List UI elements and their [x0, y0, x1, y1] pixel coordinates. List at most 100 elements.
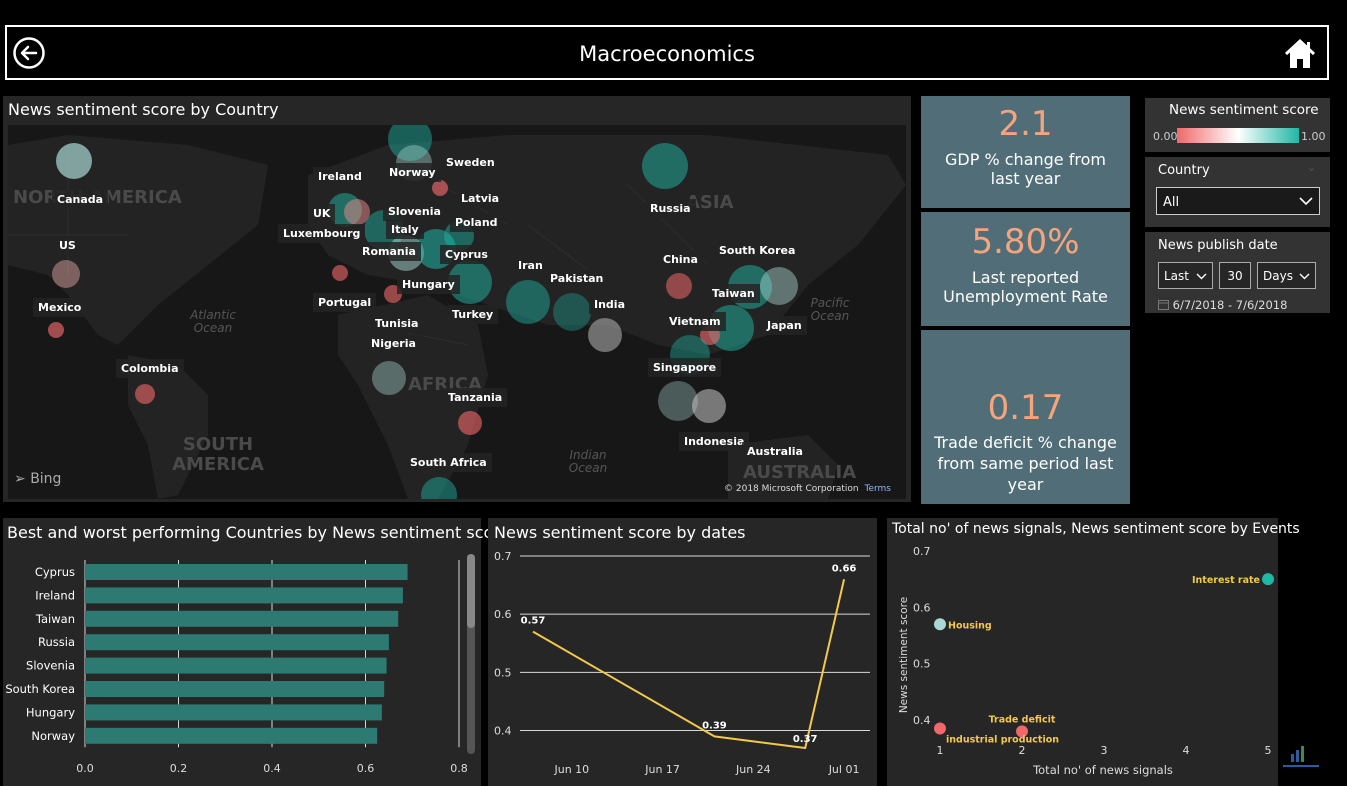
x-tick-label: 0.8 — [450, 762, 468, 775]
x-tick-label: 1 — [937, 744, 944, 757]
map-title: News sentiment score by Country — [8, 100, 279, 119]
sentiment-bubble[interactable] — [658, 381, 698, 421]
x-tick-label: 0.4 — [263, 762, 281, 775]
x-tick-label: 2 — [1019, 744, 1026, 757]
country-label: Portugal — [313, 293, 377, 312]
scatter-point[interactable] — [1262, 573, 1274, 586]
country-label: Russia — [645, 199, 696, 218]
scatter-chart-title: Total no' of news signals, News sentimen… — [892, 521, 1300, 537]
period-unit-dropdown[interactable]: Days — [1257, 262, 1316, 289]
kpi-label: GDP % change from last year — [945, 150, 1106, 188]
sentiment-bubble[interactable] — [458, 411, 482, 435]
terms-link[interactable]: Terms — [864, 484, 891, 494]
scrollbar-thumb[interactable] — [467, 554, 475, 628]
category-label: Taiwan — [35, 612, 75, 626]
bar[interactable] — [85, 704, 382, 721]
kpi-label: Trade deficit % change from same period … — [934, 433, 1117, 494]
country-label: Italy — [386, 220, 424, 239]
scatter-point[interactable] — [934, 722, 946, 735]
data-label: 0.66 — [832, 563, 857, 574]
sentiment-bubble[interactable] — [760, 267, 798, 305]
home-icon — [1284, 38, 1316, 68]
y-tick-label: 0.6 — [494, 608, 512, 621]
country-slicer-label: Country — [1158, 163, 1210, 178]
sentiment-bubble[interactable] — [666, 273, 692, 299]
point-label: Interest rate — [1192, 575, 1260, 586]
country-label: South Korea — [714, 241, 801, 260]
chevron-down-icon — [1196, 273, 1207, 280]
sentiment-bubble[interactable] — [135, 384, 155, 404]
bar-chart-title: Best and worst performing Countries by N… — [7, 523, 510, 542]
y-tick-label: 0.4 — [494, 725, 512, 738]
period-count-input[interactable]: 30 — [1219, 262, 1251, 289]
bar[interactable] — [85, 610, 399, 627]
bar-chart[interactable]: 0.0 0.2 0.4 0.6 0.8 Cyprus Ireland Taiwan Russia… — [3, 548, 481, 786]
line-chart[interactable]: 0.4 0.5 0.6 0.7 Jun 10 Jun 17 Jun 24 Jul 01 0.57… — [488, 548, 877, 786]
bar[interactable] — [85, 657, 387, 674]
country-label: Pakistan — [545, 269, 609, 288]
period-mode-dropdown[interactable]: Last — [1158, 262, 1213, 289]
category-label: Russia — [38, 635, 75, 649]
y-tick-label: 0.6 — [913, 601, 931, 614]
country-label: Turkey — [447, 305, 499, 324]
scatter-chart-panel: Total no' of news signals, News sentimen… — [887, 518, 1300, 786]
legend-title: News sentiment score — [1169, 102, 1319, 118]
sentiment-bubble[interactable] — [553, 293, 591, 331]
sentiment-bubble[interactable] — [432, 180, 448, 196]
country-label: Poland — [450, 213, 503, 232]
kpi-card-gdp: 2.1 GDP % change from last year — [921, 96, 1130, 208]
category-label: Ireland — [35, 588, 75, 602]
sentiment-bubble[interactable] — [388, 125, 432, 161]
scatter-point[interactable] — [934, 618, 946, 631]
sentiment-bubble[interactable] — [588, 318, 622, 352]
kpi-value: 5.80% — [971, 222, 1080, 262]
country-dropdown[interactable]: All — [1156, 187, 1320, 215]
country-label: Latvia — [456, 189, 505, 208]
home-button[interactable] — [1283, 37, 1317, 71]
sentiment-bubble[interactable] — [52, 260, 80, 288]
header-bar: Macroeconomics — [5, 25, 1329, 80]
country-label: Slovenia — [383, 202, 446, 221]
scatter-point[interactable] — [1016, 725, 1028, 738]
bar[interactable] — [85, 564, 408, 580]
back-button[interactable] — [13, 37, 45, 69]
sentiment-bubble[interactable] — [332, 265, 348, 281]
country-label: Romania — [357, 242, 421, 261]
legend-min: 0.00 — [1153, 130, 1178, 143]
country-label: Japan — [762, 316, 807, 335]
bar[interactable] — [85, 587, 403, 604]
country-label: Indonesia — [679, 432, 750, 451]
sentiment-bubble[interactable] — [421, 477, 457, 499]
continent-label: SOUTH AMERICA — [172, 434, 264, 475]
sentiment-bubble[interactable] — [506, 280, 550, 324]
country-label: Iran — [513, 256, 548, 275]
point-label: Housing — [948, 620, 992, 631]
calendar-icon — [1158, 300, 1169, 310]
x-axis-title: Total no' of news signals — [1032, 763, 1173, 777]
scatter-chart[interactable]: 0.4 0.5 0.6 0.7 1 2 3 4 5 Total no' of news signa… — [887, 540, 1278, 786]
point-label: industrial production — [946, 735, 1059, 746]
country-label: Tanzania — [443, 388, 508, 407]
sentiment-bubble[interactable] — [692, 389, 726, 423]
legend-gradient — [1177, 128, 1299, 143]
bar-chart-panel: Best and worst performing Countries by N… — [3, 518, 509, 786]
sentiment-bubble[interactable] — [372, 361, 406, 395]
bar[interactable] — [85, 634, 389, 651]
sentiment-bubble[interactable] — [56, 143, 92, 179]
bar[interactable] — [85, 727, 378, 744]
x-tick-label: 0.0 — [76, 762, 94, 775]
world-map[interactable]: NORTH AMERICA SOUTH AMERICA AFRICA AUSTR… — [8, 125, 906, 499]
sentiment-bubble[interactable] — [344, 199, 370, 225]
y-tick-label: 0.7 — [913, 545, 931, 558]
country-label: Luxembourg — [278, 224, 366, 243]
chevron-down-icon — [1299, 273, 1310, 280]
sentiment-bubble[interactable] — [642, 143, 688, 189]
x-tick-label: 0.6 — [357, 762, 375, 775]
y-tick-label: 0.5 — [913, 658, 931, 671]
line-chart-panel: News sentiment score by dates 0.4 0.5 0.6 0… — [488, 518, 877, 786]
country-label: Sweden — [441, 153, 500, 172]
bar[interactable] — [85, 681, 385, 697]
sentiment-bubble[interactable] — [48, 322, 64, 338]
category-label: Slovenia — [26, 659, 75, 673]
y-tick-label: 0.7 — [494, 550, 512, 563]
